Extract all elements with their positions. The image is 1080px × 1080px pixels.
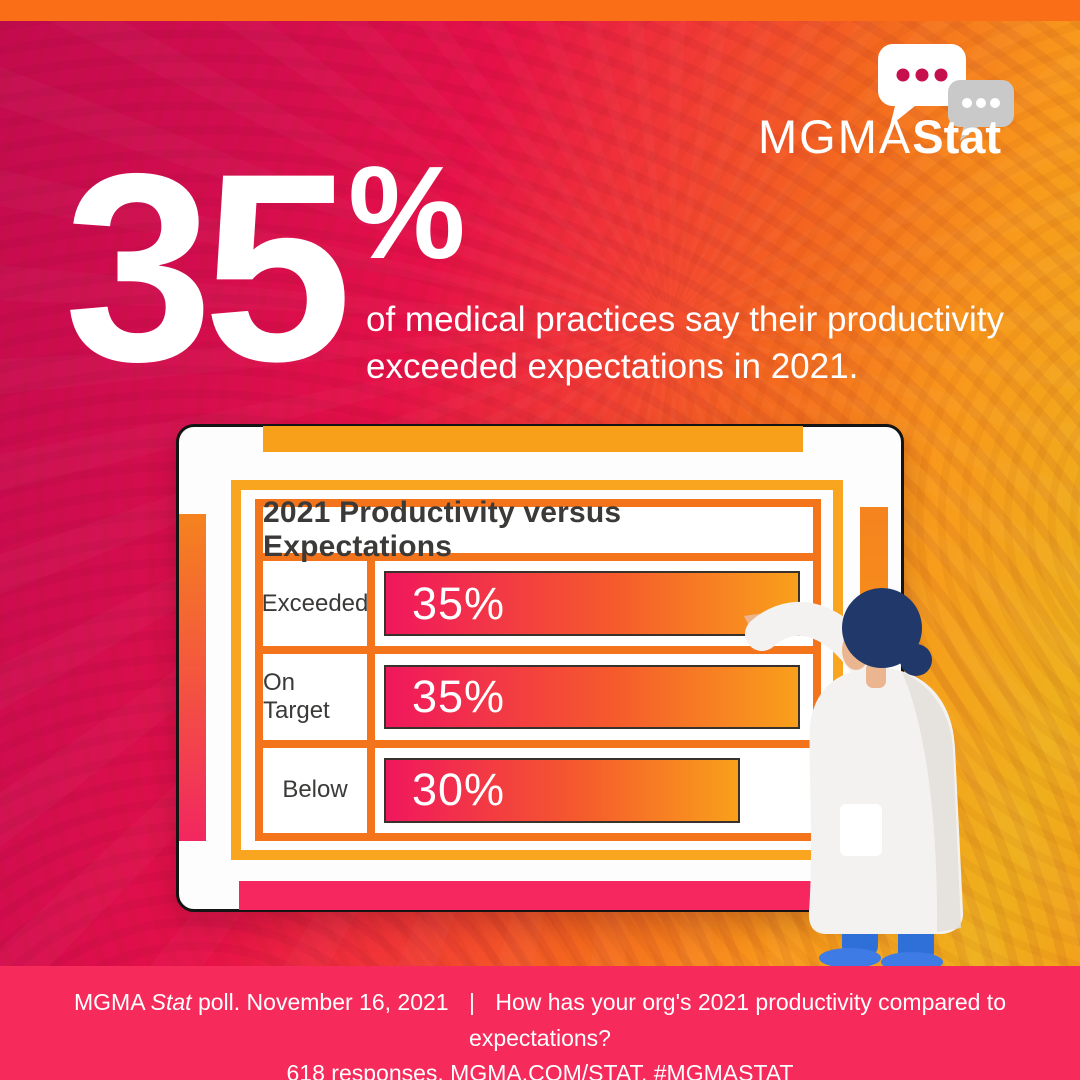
speech-bubbles-icon bbox=[878, 44, 1014, 141]
row-label-cell: Exceeded bbox=[261, 561, 375, 647]
hair-front bbox=[843, 594, 882, 650]
logo-mgma-text: MGMA bbox=[758, 110, 913, 163]
bar-value-label: 35% bbox=[412, 670, 506, 722]
row-label-cell: On Target bbox=[263, 654, 375, 740]
row-label: On Target bbox=[263, 668, 330, 724]
footer-line-2: 618 responses. MGMA.COM/STAT, #MGMASTAT bbox=[286, 1060, 794, 1080]
bar-cell: 30% bbox=[375, 748, 813, 833]
table-row: On Target 35% bbox=[263, 654, 813, 748]
coat-pocket bbox=[840, 804, 882, 856]
presenter-illustration bbox=[744, 588, 964, 968]
chart-title: 2021 Productivity versus Expectations bbox=[263, 496, 622, 563]
footer-brand: MGMA bbox=[73, 989, 145, 1015]
footer-stat-italic: Stat bbox=[150, 989, 192, 1015]
headline-number: 35 bbox=[64, 117, 352, 417]
neck bbox=[866, 662, 886, 688]
poll-results-table: 2021 Productivity versus Expectations Ex… bbox=[255, 496, 821, 841]
subtitle-line-2: exceeded expectations in 2021. bbox=[366, 346, 859, 386]
footer-poll-text: poll. November 16, 2021 bbox=[197, 989, 449, 1015]
headline-statistic: 35 % bbox=[64, 117, 465, 417]
hair-curl bbox=[900, 644, 932, 676]
chart-title-row: 2021 Productivity versus Expectations bbox=[263, 496, 813, 563]
footer-bar: MGMA Stat poll. November 16, 2021 | How … bbox=[0, 966, 1080, 1080]
footer-question: How has your org's 2021 productivity com… bbox=[469, 989, 1006, 1051]
whiteboard: 2021 Productivity versus Expectations Ex… bbox=[176, 424, 904, 912]
bar-exceeded: 35% bbox=[384, 571, 801, 637]
footer-divider: | bbox=[468, 989, 475, 1015]
mgma-stat-logo: MGMAStat bbox=[758, 44, 1014, 160]
table-row: Below 30% bbox=[263, 747, 813, 833]
bar-on-target: 35% bbox=[384, 664, 801, 730]
bar-value-label: 35% bbox=[412, 577, 506, 629]
board-left-accent-strip bbox=[179, 514, 206, 841]
right-shoe bbox=[881, 952, 943, 968]
board-bottom-accent-bar bbox=[239, 881, 847, 910]
row-label: Below bbox=[282, 776, 348, 804]
footer-line-1: MGMA Stat poll. November 16, 2021 | How … bbox=[0, 985, 1080, 1056]
row-label-cell: Below bbox=[263, 747, 375, 833]
small-speech-bubble-icon bbox=[948, 80, 1014, 141]
row-label: Exceeded bbox=[261, 589, 369, 617]
headline-percent-sign: % bbox=[348, 139, 466, 286]
coat-shading bbox=[902, 672, 961, 932]
table-row: Exceeded 35% bbox=[261, 561, 813, 655]
board-top-accent-bar bbox=[263, 426, 803, 452]
bar-below: 30% bbox=[384, 757, 741, 823]
bar-value-label: 30% bbox=[412, 764, 506, 816]
bar-cell: 35% bbox=[375, 654, 813, 739]
logo-wordmark: MGMAStat bbox=[758, 113, 1001, 160]
top-orange-band bbox=[0, 0, 1080, 21]
subtitle-line-1: of medical practices say their productiv… bbox=[366, 300, 1005, 339]
left-shoe bbox=[819, 948, 881, 968]
logo-stat-text: Stat bbox=[912, 110, 1002, 163]
chart-outer-frame bbox=[231, 480, 843, 860]
large-speech-bubble-icon bbox=[878, 44, 966, 126]
bar-cell: 35% bbox=[375, 561, 813, 646]
headline-subtitle: of medical practices say their productiv… bbox=[366, 297, 1004, 390]
